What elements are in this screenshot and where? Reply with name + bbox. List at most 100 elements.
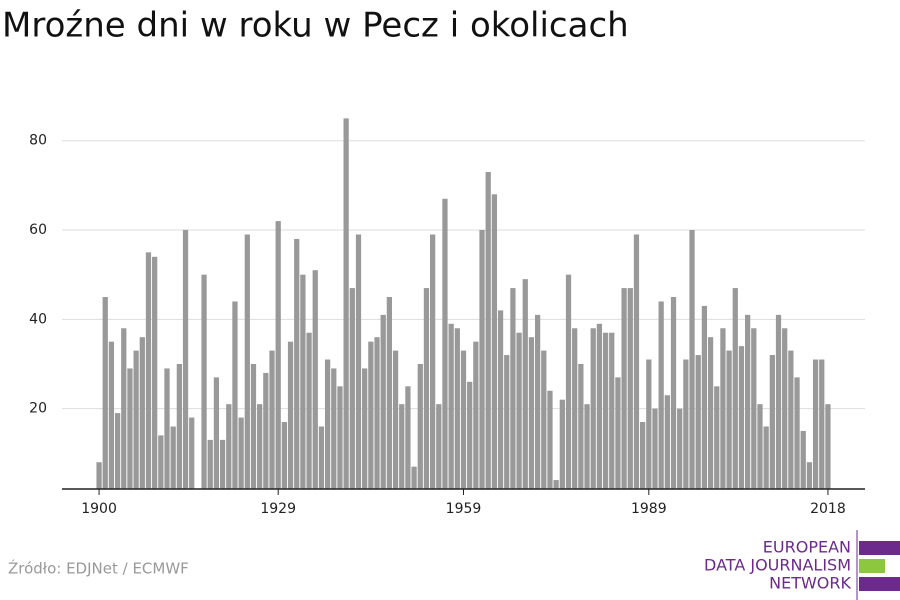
bar [405,386,411,489]
bar [114,413,121,489]
bar [757,404,763,489]
bar [794,377,800,489]
bar [584,404,590,489]
bar [312,270,318,489]
bar [528,337,535,489]
bar [707,337,714,489]
logo-text: DATA JOURNALISM [704,556,851,575]
x-tick-label: 1929 [260,501,296,517]
bar [522,279,528,489]
bar [349,288,355,489]
x-tick-label: 2018 [810,501,846,517]
logo-bar [859,577,900,591]
bar [720,328,726,489]
bar [250,363,257,489]
bar [775,314,782,489]
bar [269,350,275,489]
bar [479,230,485,489]
bar [337,386,343,489]
bar [806,462,813,489]
bar [368,341,374,489]
bar [596,323,603,489]
bar [732,288,738,489]
bar [429,234,436,489]
bar [232,301,238,489]
bar [145,252,152,489]
bar [152,256,158,489]
bar [615,377,621,489]
bar [324,359,331,489]
bar [683,359,689,489]
bar [96,462,102,489]
bar [701,305,708,489]
bar [436,404,442,489]
logo-bar [859,559,885,573]
bar [497,310,504,489]
bar [213,377,220,489]
bar [670,297,677,489]
bar [392,350,399,489]
bar [504,355,510,489]
bar [652,408,658,489]
logo-bar [859,541,900,555]
bar [343,118,349,489]
bar [287,341,294,489]
bar [602,332,609,489]
x-tick-label: 1989 [631,501,667,517]
bar [819,359,825,489]
bar [139,337,145,489]
bar [640,422,646,489]
bar [108,341,115,489]
bar [467,381,473,489]
bar [553,480,559,489]
bar [306,332,312,489]
bar [170,426,176,489]
bar [534,314,541,489]
bar [745,314,751,489]
bar [355,234,362,489]
bar [559,399,565,489]
bar [473,341,479,489]
bar [133,350,139,489]
bar [294,238,300,489]
bar [257,404,263,489]
bar [331,368,337,489]
bar [275,221,281,489]
bar [238,417,244,489]
bar [516,332,522,489]
bar [609,332,615,489]
bar [825,404,831,489]
bar [782,328,788,489]
bar [121,328,127,489]
bar [751,328,757,489]
bar [164,368,170,489]
bar [182,230,189,489]
bar [399,404,405,489]
bar [769,355,775,489]
bar [281,422,287,489]
bar [460,350,467,489]
bar [633,234,640,489]
y-tick-label: 20 [29,401,47,417]
bar [695,355,701,489]
bar [127,368,133,489]
y-tick-label: 40 [29,311,47,327]
x-tick-label: 1959 [446,501,482,517]
bar [800,430,806,489]
bar [386,297,393,489]
bar [423,288,430,489]
y-tick-label: 80 [29,133,47,149]
logo-text: EUROPEAN [763,538,851,557]
bar [417,363,423,489]
bar [300,274,306,489]
bar [677,408,683,489]
bar [362,368,368,489]
bar [454,328,460,489]
bar [658,301,664,489]
bar [646,359,652,489]
bar [590,328,596,489]
bar [578,363,584,489]
bar [621,288,627,489]
logo-text: NETWORK [769,574,851,593]
bar [565,274,572,489]
